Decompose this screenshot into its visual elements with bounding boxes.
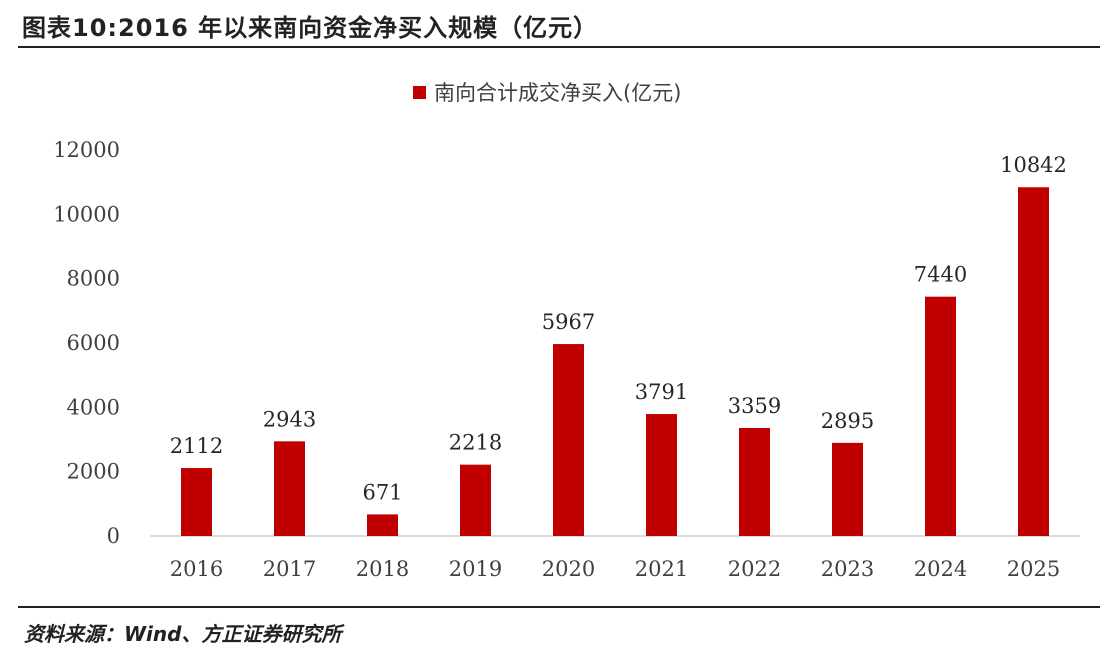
legend-swatch bbox=[413, 86, 426, 99]
bars bbox=[181, 187, 1049, 536]
x-axis-ticks: 2016 2017 2018 2019 2020 2021 2022 2023 2024 2025 bbox=[170, 557, 1060, 581]
data-label-2019: 2218 bbox=[449, 431, 502, 455]
data-label-2023: 2895 bbox=[821, 409, 874, 433]
bar-2020 bbox=[553, 344, 584, 536]
title-divider bbox=[18, 46, 1100, 48]
bar-2018 bbox=[367, 514, 398, 536]
legend-label: 南向合计成交净买入(亿元) bbox=[434, 81, 681, 105]
bar-2023 bbox=[832, 442, 863, 536]
y-tick-label: 12000 bbox=[53, 138, 120, 162]
x-tick-label-2024: 2024 bbox=[914, 557, 967, 581]
y-tick-label: 6000 bbox=[67, 331, 120, 355]
data-label-2016: 2112 bbox=[170, 434, 223, 458]
source-divider bbox=[18, 606, 1100, 608]
x-tick-label-2025: 2025 bbox=[1007, 557, 1060, 581]
bar-2019 bbox=[460, 464, 491, 536]
y-tick-label: 8000 bbox=[67, 267, 120, 291]
y-tick-label: 4000 bbox=[67, 395, 120, 419]
bar-2022 bbox=[739, 427, 770, 536]
data-label-2020: 5967 bbox=[542, 310, 595, 334]
x-tick-label-2019: 2019 bbox=[449, 557, 502, 581]
data-label-2018: 671 bbox=[362, 480, 402, 504]
y-axis-ticks: 0 2000 4000 6000 8000 10000 12000 bbox=[53, 138, 120, 548]
x-tick-label-2020: 2020 bbox=[542, 557, 595, 581]
bar-2024 bbox=[925, 296, 956, 536]
data-labels: 2112 2943 671 2218 5967 3791 3359 2895 7440 10842 bbox=[170, 153, 1067, 504]
x-tick-label-2023: 2023 bbox=[821, 557, 874, 581]
x-tick-label-2022: 2022 bbox=[728, 557, 781, 581]
x-tick-label-2018: 2018 bbox=[356, 557, 409, 581]
y-tick-label: 0 bbox=[107, 524, 120, 548]
chart-legend: 南向合计成交净买入(亿元) bbox=[413, 81, 681, 105]
figure-title: 图表10:2016 年以来南向资金净买入规模（亿元） bbox=[22, 14, 599, 42]
source-note: 资料来源：Wind、方正证券研究所 bbox=[24, 622, 342, 646]
bar-2025 bbox=[1018, 187, 1049, 536]
data-label-2022: 3359 bbox=[728, 394, 781, 418]
data-label-2017: 2943 bbox=[263, 407, 316, 431]
x-tick-label-2021: 2021 bbox=[635, 557, 688, 581]
bar-2016 bbox=[181, 468, 212, 536]
y-tick-label: 10000 bbox=[53, 202, 120, 226]
data-label-2021: 3791 bbox=[635, 380, 688, 404]
data-label-2024: 7440 bbox=[914, 263, 967, 287]
data-label-2025: 10842 bbox=[1000, 153, 1067, 177]
bar-2021 bbox=[646, 414, 677, 536]
bar-2017 bbox=[274, 441, 305, 536]
y-tick-label: 2000 bbox=[67, 460, 120, 484]
x-tick-label-2016: 2016 bbox=[170, 557, 223, 581]
x-tick-label-2017: 2017 bbox=[263, 557, 316, 581]
